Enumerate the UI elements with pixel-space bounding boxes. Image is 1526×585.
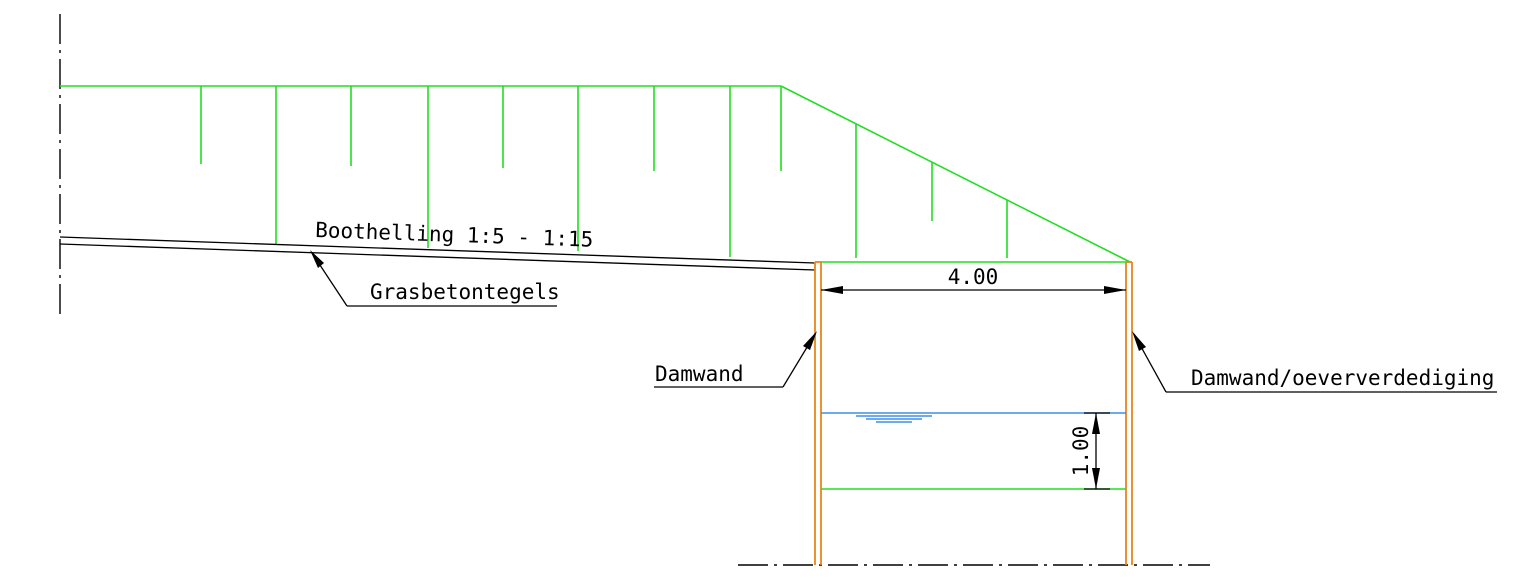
leader-arrow-icon xyxy=(803,331,817,350)
pavers-label: Grasbetontegels xyxy=(370,280,560,304)
water-level-symbol-icon xyxy=(856,415,932,423)
leader-arrow-icon xyxy=(310,250,324,268)
sheet-pile-left-label: Damwand xyxy=(655,362,744,386)
dimension-depth: 1.00 xyxy=(1069,412,1110,490)
dimension-depth-label: 1.00 xyxy=(1069,426,1093,477)
sheet-pile-right xyxy=(1125,261,1133,565)
sheet-pile-right-label: Damwand/oeververdediging xyxy=(1191,366,1494,390)
boat-ramp xyxy=(59,236,816,271)
leader-arrow-icon xyxy=(1092,413,1100,434)
sheet-pile-right-leader: Damwand/oeververdediging xyxy=(1132,331,1497,393)
water-level xyxy=(821,412,1126,423)
sheet-pile-left xyxy=(814,261,822,565)
fill-slope-line xyxy=(780,85,1131,263)
leader-arrow-icon xyxy=(1132,331,1146,351)
fill-hatching xyxy=(200,86,1008,258)
fill-profile xyxy=(60,85,1131,263)
ramp-top-line xyxy=(59,236,816,264)
ramp-bottom-line xyxy=(59,243,816,271)
dimension-width: 4.00 xyxy=(821,265,1126,294)
leader-arrow-icon xyxy=(1104,286,1126,294)
pavers-leader: Grasbetontegels xyxy=(310,250,560,307)
leader-arrow-icon xyxy=(821,286,843,294)
sheet-pile-left-leader: Damwand xyxy=(654,331,817,388)
leader-arrow-icon xyxy=(1092,468,1100,489)
dimension-width-label: 4.00 xyxy=(948,265,999,289)
